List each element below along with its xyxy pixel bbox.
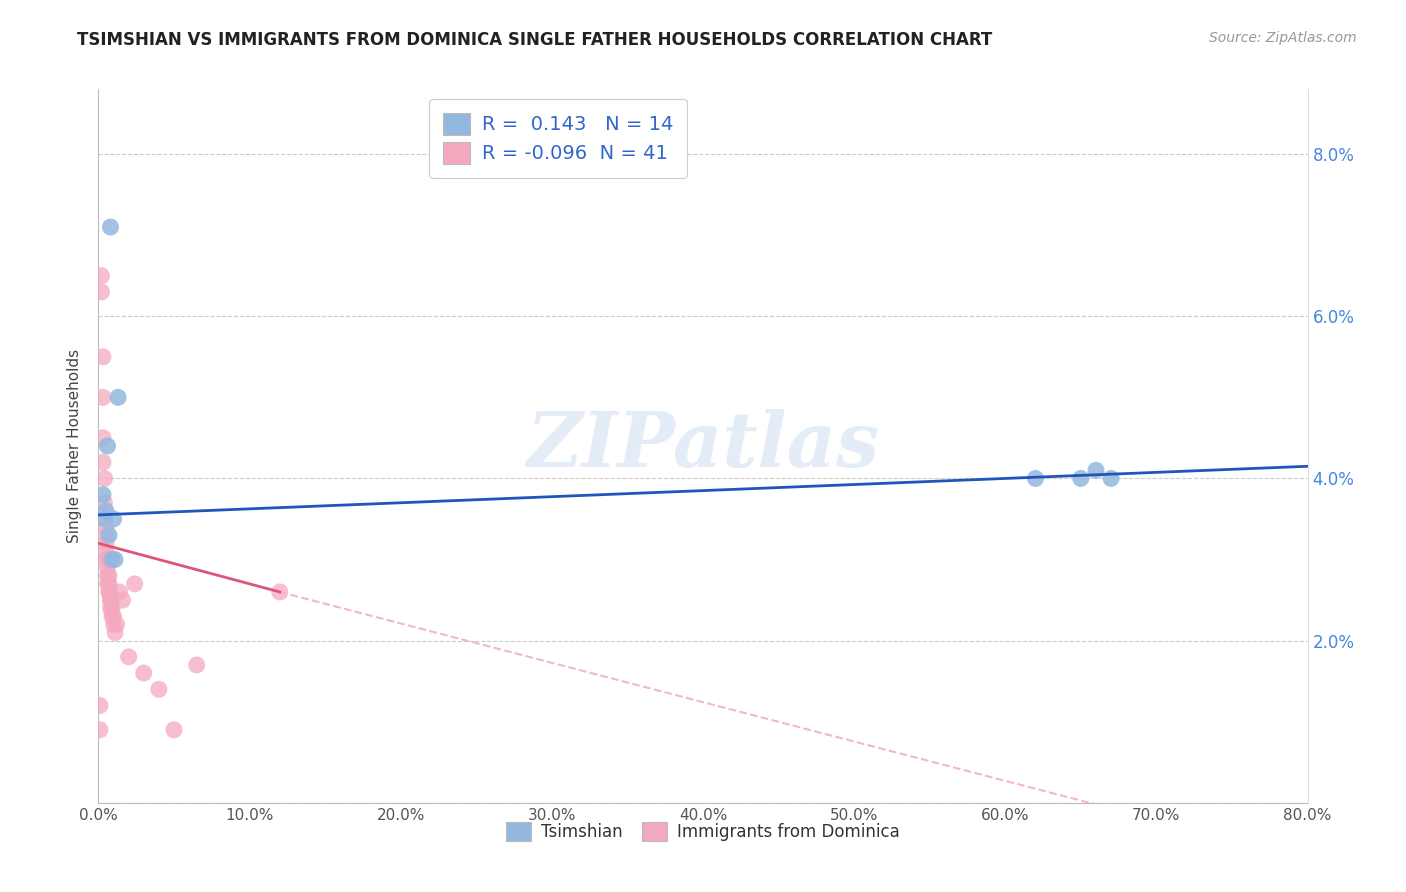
Point	[96, 560, 118, 574]
Point	[103, 617, 125, 632]
Point	[94, 504, 117, 518]
Point	[94, 552, 117, 566]
Point	[105, 617, 128, 632]
Point	[100, 601, 122, 615]
Point	[124, 577, 146, 591]
Point	[96, 577, 118, 591]
Point	[269, 585, 291, 599]
Y-axis label: Single Father Households: Single Father Households	[67, 349, 83, 543]
Point	[100, 220, 122, 235]
Point	[91, 431, 114, 445]
Point	[96, 552, 118, 566]
Point	[91, 488, 114, 502]
Point	[107, 390, 129, 404]
Point	[111, 593, 134, 607]
Text: Source: ZipAtlas.com: Source: ZipAtlas.com	[1209, 31, 1357, 45]
Point	[100, 593, 122, 607]
Text: TSIMSHIAN VS IMMIGRANTS FROM DOMINICA SINGLE FATHER HOUSEHOLDS CORRELATION CHART: TSIMSHIAN VS IMMIGRANTS FROM DOMINICA SI…	[77, 31, 993, 49]
Point	[90, 268, 112, 283]
Point	[89, 698, 111, 713]
Point	[1099, 471, 1122, 485]
Point	[93, 496, 115, 510]
Point	[100, 593, 122, 607]
Point	[98, 528, 121, 542]
Point	[98, 568, 121, 582]
Point	[103, 609, 125, 624]
Point	[91, 390, 114, 404]
Point	[186, 657, 208, 672]
Point	[101, 609, 124, 624]
Point	[101, 601, 124, 615]
Point	[93, 471, 115, 485]
Legend: Tsimshian, Immigrants from Dominica: Tsimshian, Immigrants from Dominica	[499, 815, 907, 848]
Point	[104, 625, 127, 640]
Point	[98, 585, 121, 599]
Point	[148, 682, 170, 697]
Point	[91, 455, 114, 469]
Point	[1024, 471, 1046, 485]
Point	[104, 552, 127, 566]
Point	[98, 585, 121, 599]
Point	[93, 512, 115, 526]
Point	[94, 544, 117, 558]
Text: ZIPatlas: ZIPatlas	[526, 409, 880, 483]
Point	[103, 512, 125, 526]
Point	[94, 520, 117, 534]
Point	[108, 585, 131, 599]
Point	[91, 350, 114, 364]
Point	[96, 439, 118, 453]
Point	[90, 285, 112, 299]
Point	[163, 723, 186, 737]
Point	[98, 577, 121, 591]
Point	[132, 666, 155, 681]
Point	[94, 528, 117, 542]
Point	[1085, 463, 1108, 477]
Point	[94, 536, 117, 550]
Point	[118, 649, 141, 664]
Point	[96, 568, 118, 582]
Point	[101, 552, 124, 566]
Point	[89, 723, 111, 737]
Point	[1070, 471, 1092, 485]
